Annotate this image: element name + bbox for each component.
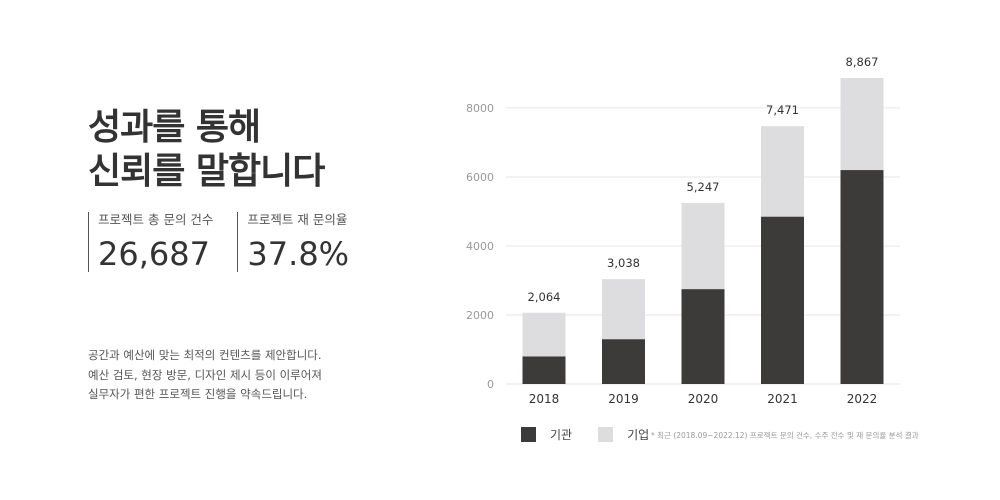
bar-institution [840,170,884,384]
legend-item-company: 기업 [598,426,649,443]
bar-company [522,312,566,357]
x-tick-label: 2020 [688,392,719,406]
x-tick-label: 2021 [767,392,798,406]
legend-swatch-company [598,427,614,442]
legend-swatch-institution [521,427,536,442]
stat-reinquiry-rate: 프로젝트 재 문의율 37.8% [237,212,349,272]
y-tick-label: 8000 [466,102,494,115]
bar-total-label: 8,867 [846,55,879,69]
bar-institution [681,289,725,384]
bar-institution [761,216,804,384]
bar-company [602,279,645,340]
x-tick-label: 2019 [608,392,639,406]
description: 공간과 예산에 맞는 최적의 컨텐츠를 제안합니다. 예산 검토, 현장 방문,… [88,346,322,405]
bar-institution [522,356,566,384]
headline: 성과를 통해 신뢰를 말합니다 [88,106,325,194]
description-line: 예산 검토, 현장 방문, 디자인 제시 등이 이루어져 [88,367,322,382]
x-tick-label: 2022 [847,392,878,406]
bar-total-label: 5,247 [687,180,720,194]
bar-company [761,126,804,217]
y-tick-label: 0 [487,378,494,391]
stat-total-inquiries-label: 프로젝트 총 문의 건수 [98,212,214,227]
chart-footnote: * 최근 (2018.09~2022.12) 프로젝트 문의 건수, 수주 전수… [651,431,919,440]
bar-total-label: 7,471 [766,103,799,117]
stat-reinquiry-rate-value: 37.8% [247,235,350,273]
y-tick-label: 4000 [466,240,494,253]
bar-total-label: 2,064 [528,290,561,304]
stats-group: 프로젝트 총 문의 건수 26,687 프로젝트 재 문의율 37.8% [88,212,349,272]
stat-reinquiry-rate-label: 프로젝트 재 문의율 [247,212,348,227]
stat-total-inquiries-value: 26,687 [98,235,210,273]
bar-total-label: 3,038 [607,256,640,270]
bar-institution [602,339,645,384]
stat-total-inquiries: 프로젝트 총 문의 건수 26,687 [88,212,213,272]
legend-item-institution: 기관 [521,426,572,443]
headline-line-1: 성과를 통해 [88,107,261,148]
bar-company [681,202,725,290]
headline-line-2: 신뢰를 말합니다 [88,151,325,192]
description-line: 공간과 예산에 맞는 최적의 컨텐츠를 제안합니다. [88,348,322,362]
legend-label-institution: 기관 [550,428,573,442]
y-tick-label: 6000 [466,171,494,184]
y-tick-label: 2000 [466,309,494,322]
x-tick-label: 2018 [529,392,560,406]
legend-label-company: 기업 [627,428,650,442]
bar-company [840,78,884,171]
chart-legend: 기관 기업 [521,426,675,443]
description-line: 실무자가 편한 프로젝트 진행을 약속드립니다. [88,387,308,401]
